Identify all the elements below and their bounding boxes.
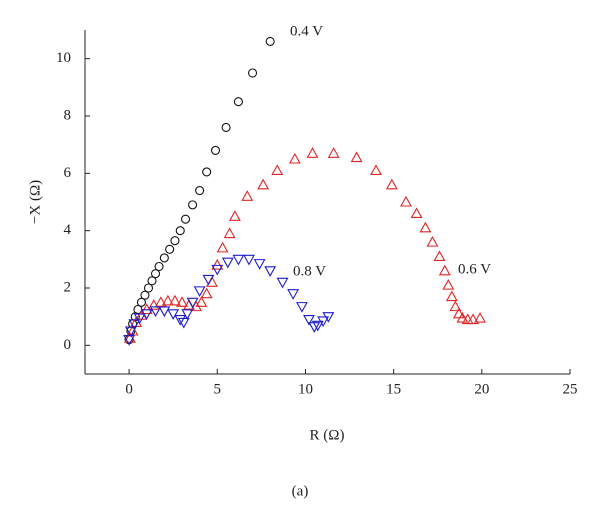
- point: [123, 335, 136, 346]
- point: [211, 264, 224, 276]
- point: [188, 200, 198, 210]
- point: [228, 210, 241, 221]
- point: [385, 178, 398, 190]
- point: [308, 322, 321, 333]
- point: [133, 313, 146, 325]
- point: [264, 266, 277, 277]
- point: [322, 312, 335, 323]
- point: [154, 296, 167, 307]
- point: [221, 122, 231, 133]
- point: [216, 241, 229, 253]
- y-tick-label: 4: [64, 222, 72, 238]
- point: [452, 307, 465, 319]
- point: [474, 311, 486, 323]
- point: [161, 294, 174, 306]
- x-tick-label: 5: [214, 381, 222, 397]
- point: [193, 286, 206, 297]
- point: [136, 297, 146, 307]
- x-axis-label: R (Ω): [310, 427, 345, 443]
- point: [165, 244, 175, 254]
- series-label: 0.8 V: [293, 263, 326, 279]
- point: [306, 147, 319, 158]
- point: [176, 296, 188, 307]
- point: [241, 190, 254, 201]
- y-axis-label: −X (Ω): [27, 180, 43, 224]
- point: [317, 316, 330, 328]
- point: [433, 250, 446, 262]
- point: [128, 319, 141, 330]
- point: [243, 254, 255, 266]
- point: [186, 297, 199, 309]
- point: [202, 167, 212, 177]
- point: [147, 276, 157, 286]
- point: [170, 236, 180, 246]
- point: [370, 164, 382, 176]
- point: [169, 294, 181, 306]
- point: [158, 306, 171, 318]
- point: [253, 259, 266, 270]
- point: [426, 236, 439, 247]
- point: [247, 68, 258, 78]
- point: [167, 309, 180, 320]
- point: [257, 178, 270, 190]
- point: [150, 269, 161, 279]
- point: [211, 258, 224, 270]
- point: [271, 164, 284, 176]
- point: [154, 261, 164, 272]
- y-tick-label: 10: [56, 50, 71, 66]
- point: [456, 311, 469, 323]
- caption: (a): [292, 483, 309, 499]
- point: [140, 290, 150, 300]
- series-label: 0.6 V: [458, 261, 491, 277]
- point: [174, 314, 187, 326]
- point: [232, 254, 245, 266]
- y-tick-label: 6: [64, 165, 72, 181]
- point: [419, 221, 432, 233]
- x-tick-label: 20: [474, 381, 489, 397]
- x-tick-label: 10: [298, 381, 313, 397]
- point: [350, 151, 363, 163]
- point: [221, 257, 234, 269]
- point: [287, 289, 300, 300]
- point: [124, 326, 137, 338]
- point: [410, 207, 423, 219]
- series-label: 0.4 V: [290, 23, 323, 39]
- y-tick-label: 2: [64, 279, 72, 295]
- point: [175, 226, 185, 236]
- y-tick-label: 8: [64, 107, 72, 123]
- point: [295, 302, 308, 313]
- y-tick-label: 0: [64, 337, 72, 353]
- point: [233, 97, 243, 107]
- point: [400, 195, 412, 207]
- point: [438, 264, 451, 276]
- point: [210, 145, 221, 155]
- point: [202, 274, 215, 286]
- x-tick-label: 0: [125, 381, 133, 397]
- point: [195, 296, 208, 307]
- point: [288, 152, 301, 164]
- point: [140, 309, 153, 320]
- point: [181, 309, 194, 320]
- point: [149, 306, 162, 318]
- point: [276, 277, 289, 289]
- x-tick-label: 25: [563, 381, 578, 397]
- point: [180, 214, 191, 224]
- point: [143, 283, 154, 293]
- point: [177, 317, 190, 329]
- point: [311, 320, 324, 332]
- point: [445, 290, 458, 302]
- point: [200, 287, 213, 299]
- point: [327, 147, 340, 158]
- x-tick-label: 15: [386, 381, 401, 397]
- point: [126, 324, 139, 336]
- point: [303, 314, 315, 326]
- point: [195, 185, 205, 196]
- point: [449, 300, 462, 312]
- point: [265, 36, 275, 47]
- point: [442, 279, 455, 290]
- point: [223, 227, 236, 239]
- point: [467, 313, 479, 325]
- point: [159, 253, 169, 263]
